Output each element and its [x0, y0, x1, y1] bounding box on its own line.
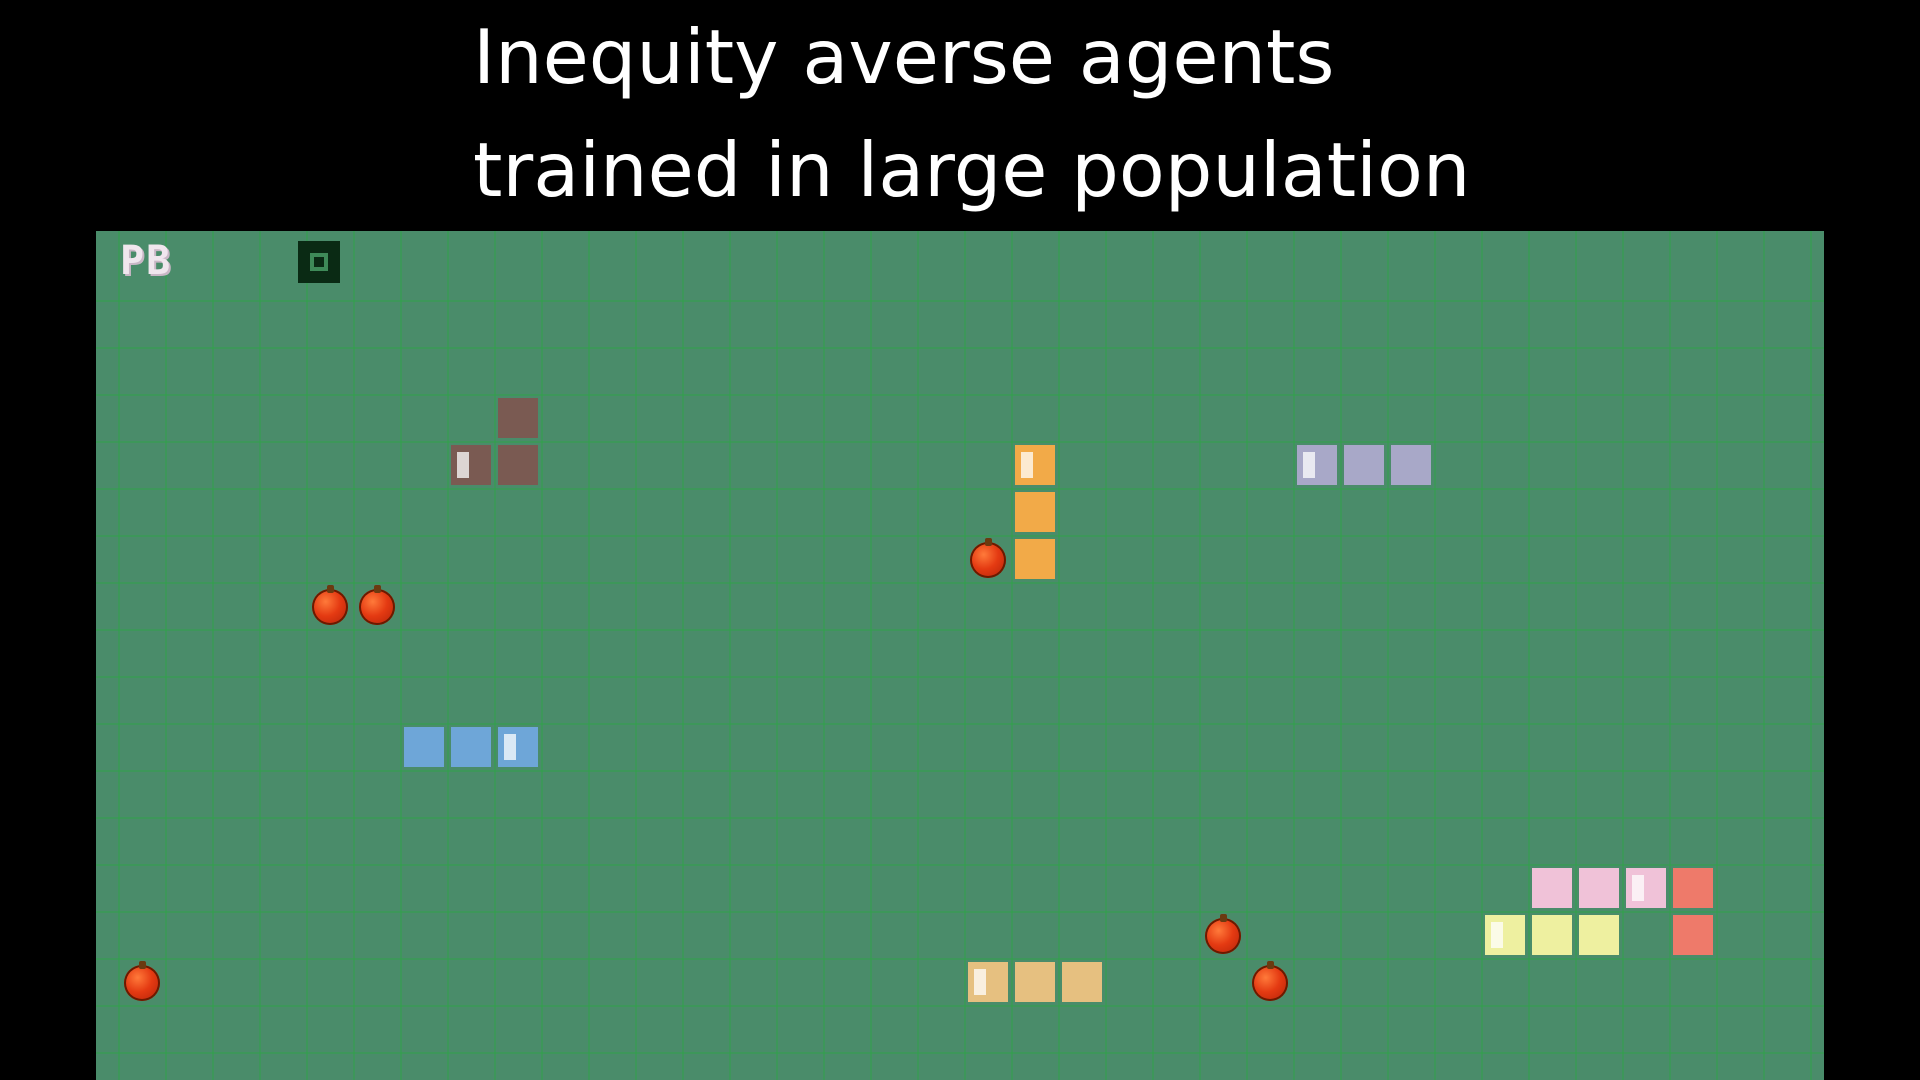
- agent-tan-body: [1062, 962, 1102, 1002]
- agent-pink-body: [1579, 868, 1619, 908]
- agent-orange-body: [1015, 539, 1055, 579]
- agent-tan-body: [1015, 962, 1055, 1002]
- agent-brown-body: [498, 445, 538, 485]
- game-board: PB: [96, 231, 1824, 1080]
- agent-lavender-body: [1344, 445, 1384, 485]
- agent-blue-body: [451, 727, 491, 767]
- agent-light-yellow-body: [1532, 915, 1572, 955]
- agent-eye-mark: [457, 452, 469, 478]
- grid-lines: [96, 231, 1824, 1080]
- agent-orange-body: [1015, 492, 1055, 532]
- apple-icon: [970, 538, 1006, 578]
- agent-salmon-body: [1673, 868, 1713, 908]
- agent-eye-mark: [1632, 875, 1644, 901]
- agent-eye-mark: [1021, 452, 1033, 478]
- apple-stem: [374, 585, 381, 593]
- agent-light-yellow-head: [1485, 915, 1525, 955]
- agent-eye-mark: [1303, 452, 1315, 478]
- agent-tan-head: [968, 962, 1008, 1002]
- apple-icon: [359, 585, 395, 625]
- agent-orange-head: [1015, 445, 1055, 485]
- apple-stem: [327, 585, 334, 593]
- apple-stem: [139, 961, 146, 969]
- score-label: PB: [120, 238, 173, 284]
- agent-eye-mark: [504, 734, 516, 760]
- square-outline-icon: [298, 241, 340, 283]
- agent-lavender-body: [1391, 445, 1431, 485]
- apple-stem: [985, 538, 992, 546]
- agent-eye-mark: [974, 969, 986, 995]
- apple-icon: [1205, 914, 1241, 954]
- agent-brown-head: [451, 445, 491, 485]
- title-line-1: Inequity averse agents: [473, 13, 1335, 101]
- agent-blue-head: [498, 727, 538, 767]
- apple-icon: [124, 961, 160, 1001]
- agent-brown-body: [498, 398, 538, 438]
- agent-light-yellow-body: [1579, 915, 1619, 955]
- apple-stem: [1267, 961, 1274, 969]
- agent-salmon-body: [1673, 915, 1713, 955]
- agent-blue-body: [404, 727, 444, 767]
- agent-pink-head: [1626, 868, 1666, 908]
- agent-pink-body: [1532, 868, 1572, 908]
- apple-stem: [1220, 914, 1227, 922]
- agent-lavender-head: [1297, 445, 1337, 485]
- apple-icon: [1252, 961, 1288, 1001]
- agent-eye-mark: [1491, 922, 1503, 948]
- apple-icon: [312, 585, 348, 625]
- title-line-2: trained in large population: [473, 126, 1471, 214]
- indicator-inner: [310, 253, 328, 271]
